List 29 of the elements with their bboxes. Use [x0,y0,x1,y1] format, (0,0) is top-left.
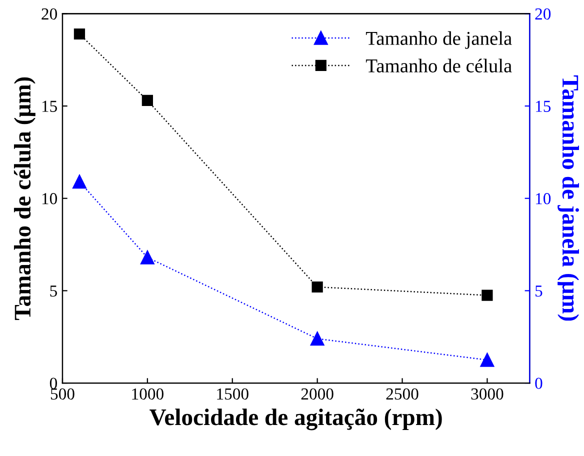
x-tick-label: 3000 [471,388,504,400]
point [480,353,494,367]
y2-tick-label: 20 [535,8,551,20]
y-tick-label: 0 [50,378,57,389]
x-tick-label: 500 [50,388,74,400]
point [72,174,86,189]
y2-tick-label: 15 [536,100,551,112]
x-tick-label: 1500 [217,388,248,400]
point [312,281,323,293]
x-tick-label: 2500 [386,388,418,400]
y-tick-label: 10 [42,193,57,204]
y-axis-title: Tamanho de célula (μm) [14,77,36,320]
y2-tick-label: 0 [535,378,542,389]
y2-tick-label: 10 [536,193,551,204]
point [310,332,324,346]
y2-axis-title: Tamanho de janela (μm) [558,75,579,321]
y-tick-label: 15 [42,100,57,112]
y-tick-label: 20 [42,8,57,20]
legend-label: Tamanho de célula [366,58,512,72]
x-axis-title: Velocidade de agitação (rpm) [150,408,442,430]
x-tick-label: 1000 [132,388,164,400]
x-tick-label: 2000 [301,388,334,400]
point [74,28,86,40]
y-tick-label: 5 [50,286,57,297]
point [140,250,154,264]
legend-label: Tamanho de janela [366,31,512,49]
point [482,290,493,301]
point [142,94,153,106]
y2-tick-label: 5 [536,286,542,297]
